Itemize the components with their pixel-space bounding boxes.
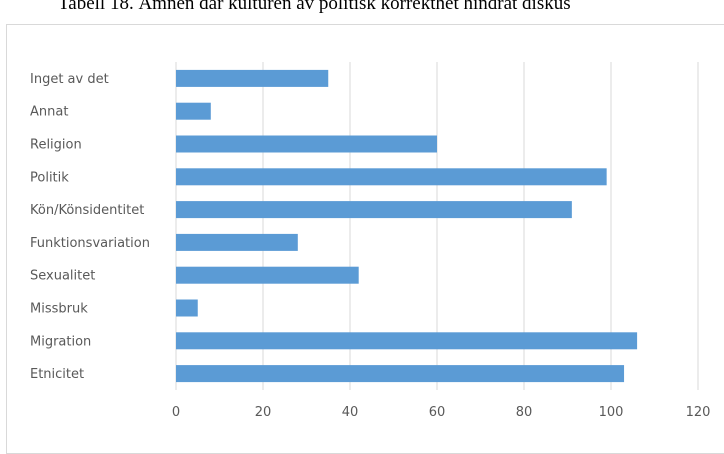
category-label: Missbruk <box>30 302 88 317</box>
bar <box>176 201 572 219</box>
x-tick-label: 80 <box>516 405 533 420</box>
x-tick-label: 40 <box>342 405 359 420</box>
category-label: Annat <box>30 105 68 120</box>
bar <box>176 69 329 87</box>
bars <box>176 69 638 383</box>
bar-chart: Inget av det Annat Religion Politik Kön/Köns… <box>30 62 711 420</box>
category-label: Funktionsvariation <box>30 236 150 251</box>
bar <box>176 168 607 186</box>
x-tick-label: 20 <box>255 405 272 420</box>
category-label: Politik <box>30 170 69 185</box>
category-label: Religion <box>30 138 82 153</box>
category-label: Kön/Könsidentitet <box>30 203 144 218</box>
category-labels: Inget av det Annat Religion Politik Kön/Köns… <box>30 72 150 382</box>
bar <box>176 299 198 317</box>
category-label: Migration <box>30 334 91 349</box>
x-tick-label: 60 <box>429 405 446 420</box>
bar <box>176 233 298 251</box>
bar <box>176 332 638 350</box>
x-axis-tick-labels: 0 20 40 60 80 100 120 <box>172 405 711 420</box>
bar <box>176 266 359 284</box>
x-tick-label: 100 <box>599 405 624 420</box>
x-tick-label: 120 <box>686 405 711 420</box>
bar <box>176 102 211 120</box>
table-caption: Tabell 18. Ämnen där kulturen av politis… <box>58 0 571 14</box>
category-label: Inget av det <box>30 72 109 87</box>
x-tick-label: 0 <box>172 405 180 420</box>
bar <box>176 365 625 383</box>
category-label: Sexualitet <box>30 269 95 284</box>
category-label: Etnicitet <box>30 367 84 382</box>
bar <box>176 135 437 153</box>
